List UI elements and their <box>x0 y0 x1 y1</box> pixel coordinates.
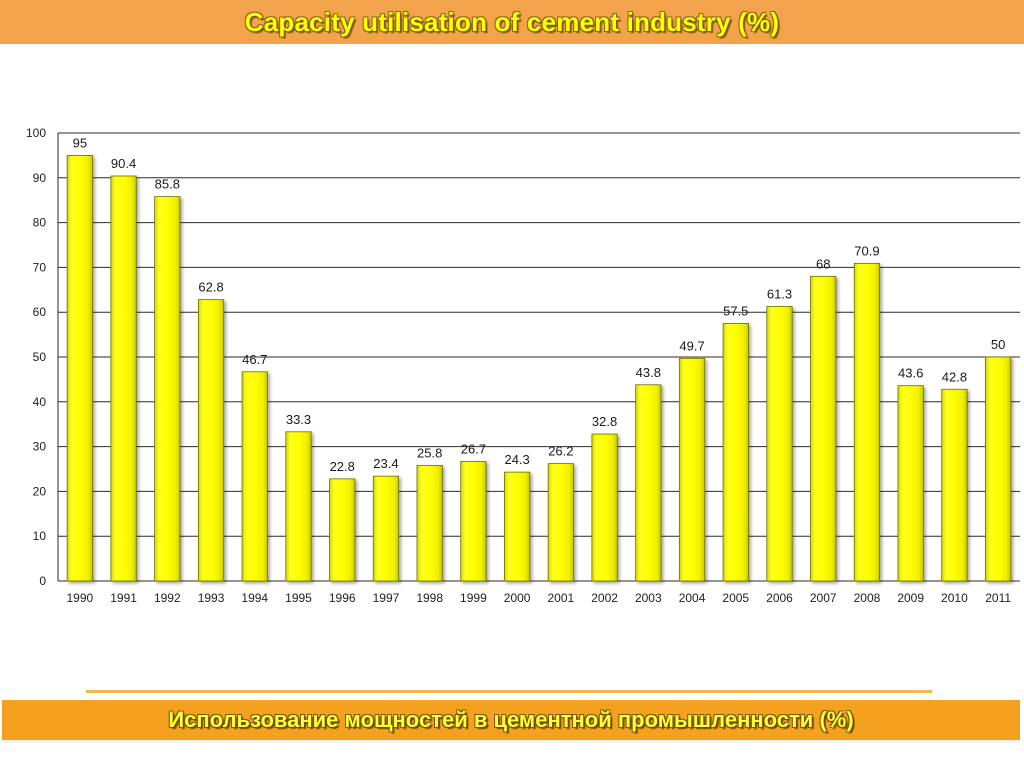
bar-2006 <box>766 305 793 582</box>
data-label-2007: 68 <box>816 256 830 271</box>
y-tick-label: 20 <box>33 484 47 498</box>
divider-line <box>86 690 932 693</box>
x-tick-label-1990: 1990 <box>67 591 94 605</box>
bar-1990 <box>66 154 93 582</box>
x-tick-label-2009: 2009 <box>897 591 924 605</box>
bar-1994 <box>241 371 268 582</box>
x-tick-label-2002: 2002 <box>591 591 618 605</box>
bar-1998 <box>416 465 443 582</box>
data-label-1995: 33.3 <box>286 412 311 427</box>
x-tick-label-1996: 1996 <box>329 591 356 605</box>
x-tick-label-2011: 2011 <box>985 591 1011 605</box>
data-label-2003: 43.8 <box>636 365 661 380</box>
bar-2009 <box>897 385 924 582</box>
bar-2008 <box>853 262 881 582</box>
x-tick-label-2006: 2006 <box>766 591 793 605</box>
bar-1996 <box>329 478 356 582</box>
x-tick-label-1992: 1992 <box>154 591 181 605</box>
bar-1991 <box>110 175 137 582</box>
x-tick-label-2007: 2007 <box>810 591 837 605</box>
x-tick-label-1995: 1995 <box>285 591 312 605</box>
slide-title: Capacity utilisation of cement industry … <box>244 6 780 37</box>
x-tick-label-1998: 1998 <box>416 591 443 605</box>
data-label-1991: 90.4 <box>111 156 136 171</box>
bar-1992 <box>154 196 181 582</box>
bar-chart: 0 10 20 30 40 50 60 70 80 90 100 95 90.4 85.8 62.8 46.… <box>26 126 1020 605</box>
data-label-2005: 57.5 <box>723 303 748 318</box>
data-label-1998: 25.8 <box>417 445 442 460</box>
y-tick-label: 70 <box>33 260 47 274</box>
x-tick-label-2010: 2010 <box>941 591 968 605</box>
data-label-2008: 70.9 <box>854 243 879 258</box>
x-tick-label-2005: 2005 <box>722 591 749 605</box>
y-tick-label: 30 <box>33 440 47 454</box>
data-label-2006: 61.3 <box>767 286 792 301</box>
x-tick-label-2001: 2001 <box>548 591 575 605</box>
x-tick-label-1999: 1999 <box>460 591 487 605</box>
data-label-2011: 50 <box>991 337 1005 352</box>
title-bar: Capacity utilisation of cement industry … <box>0 0 1024 44</box>
footer-shadow <box>2 740 1020 744</box>
data-label-1996: 22.8 <box>330 459 355 474</box>
data-label-1992: 85.8 <box>155 177 180 192</box>
y-tick-label: 90 <box>33 171 47 185</box>
bar-2004 <box>678 357 706 582</box>
data-label-2001: 26.2 <box>548 444 573 459</box>
y-tick-label: 50 <box>33 350 47 364</box>
y-tick-label: 60 <box>33 305 47 319</box>
bar-2003 <box>635 384 662 582</box>
x-axis-ticks: 1990 1991 1992 1993 1994 1995 1996 1997 1998 1999… <box>67 591 1012 605</box>
bar-2010 <box>941 388 968 582</box>
footer-bar: Использование мощностей в цементной пром… <box>2 700 1020 740</box>
data-labels: 95 90.4 85.8 62.8 46.7 33.3 22.8 23.4 25.8 26.7 24… <box>73 135 1006 473</box>
data-label-1999: 26.7 <box>461 441 486 456</box>
y-tick-label: 80 <box>33 216 47 230</box>
x-tick-label-1993: 1993 <box>198 591 225 605</box>
data-label-1990: 95 <box>73 135 87 150</box>
data-label-1993: 62.8 <box>198 280 223 295</box>
data-label-2000: 24.3 <box>504 452 529 467</box>
bar-2000 <box>504 471 531 582</box>
footer-title: Использование мощностей в цементной пром… <box>168 707 854 732</box>
x-tick-label-2000: 2000 <box>504 591 531 605</box>
x-tick-label-1991: 1991 <box>110 591 137 605</box>
x-tick-label-1997: 1997 <box>373 591 400 605</box>
x-tick-label-2004: 2004 <box>679 591 706 605</box>
data-label-2004: 49.7 <box>679 338 704 353</box>
data-label-2009: 43.6 <box>898 366 923 381</box>
bars <box>66 154 1012 582</box>
bar-1995 <box>285 431 312 582</box>
bar-2011 <box>985 356 1012 582</box>
bar-2002 <box>591 433 618 582</box>
y-tick-label: 0 <box>39 574 46 588</box>
y-axis-ticks: 0 10 20 30 40 50 60 70 80 90 100 <box>26 126 46 588</box>
bar-2005 <box>722 322 749 582</box>
data-label-2010: 42.8 <box>942 369 967 384</box>
x-tick-label-2008: 2008 <box>854 591 881 605</box>
x-tick-label-1994: 1994 <box>241 591 268 605</box>
bar-2007 <box>810 275 837 582</box>
data-label-2002: 32.8 <box>592 414 617 429</box>
bar-1999 <box>460 460 487 582</box>
y-tick-label: 100 <box>26 126 46 140</box>
data-label-1997: 23.4 <box>373 456 398 471</box>
bar-2001 <box>547 463 574 582</box>
y-tick-label: 10 <box>33 529 47 543</box>
data-label-1994: 46.7 <box>242 352 267 367</box>
bar-1993 <box>197 299 225 582</box>
x-tick-label-2003: 2003 <box>635 591 662 605</box>
y-tick-label: 40 <box>33 395 47 409</box>
bar-1997 <box>372 475 400 582</box>
